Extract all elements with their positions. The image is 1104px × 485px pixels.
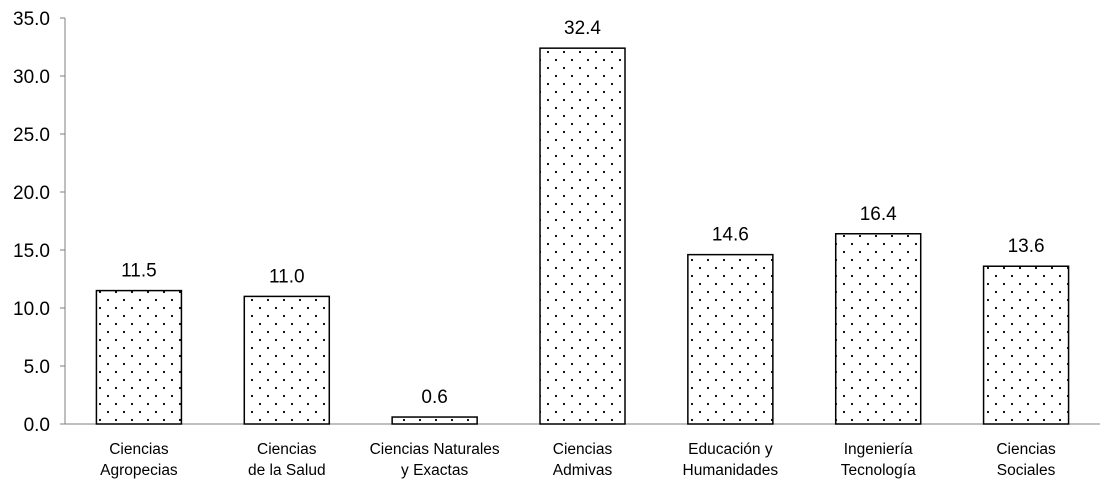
data-labels: 11.5 11.0 0.6 32.4 14.6 16.4 13.6 [121,18,1044,408]
bar [539,47,626,425]
data-label: 11.0 [269,266,305,287]
bar [687,253,774,425]
data-label: 32.4 [564,18,601,39]
y-tick-label: 30.0 [13,67,50,88]
bar [834,233,922,425]
y-tick-label: 20.0 [13,183,50,204]
y-tick-label: 35.0 [13,9,50,30]
category-label: Agropecias [100,462,178,479]
category-label: Tecnología [841,462,916,479]
bars [95,47,1070,425]
y-tick-label: 25.0 [13,125,50,146]
category-label: Admivas [553,462,613,479]
bar [95,289,183,425]
data-label: 14.6 [712,225,749,246]
category-label: Ciencias [996,441,1056,458]
bar [243,295,331,425]
y-tick-label: 0.0 [24,415,50,436]
category-label: de la Salud [248,462,326,479]
category-label: Ingeniería [844,441,913,458]
bar [391,416,478,425]
bar [982,265,1070,425]
data-label: 13.6 [1008,236,1045,257]
category-label: Ciencias [109,441,169,458]
y-tick-label: 10.0 [13,299,50,320]
category-labels: Ciencias Agropecias Ciencias de la Salud Cie… [100,441,1056,479]
category-label: Ciencias Naturales [370,441,500,458]
category-label: Educación y [688,441,773,458]
y-tick-label: 15.0 [13,241,50,262]
data-label: 11.5 [121,261,157,282]
category-label: Humanidades [683,462,779,479]
y-tick-label: 5.0 [24,357,50,378]
y-axis: 0.0 5.0 10.0 15.0 20.0 25.0 30.0 35.0 [13,9,66,436]
data-label: 16.4 [860,204,897,225]
category-label: Ciencias [257,441,317,458]
category-label: Sociales [997,462,1056,479]
category-label: Ciencias [553,441,613,458]
data-label: 0.6 [421,387,447,408]
category-label: y Exactas [401,462,468,479]
